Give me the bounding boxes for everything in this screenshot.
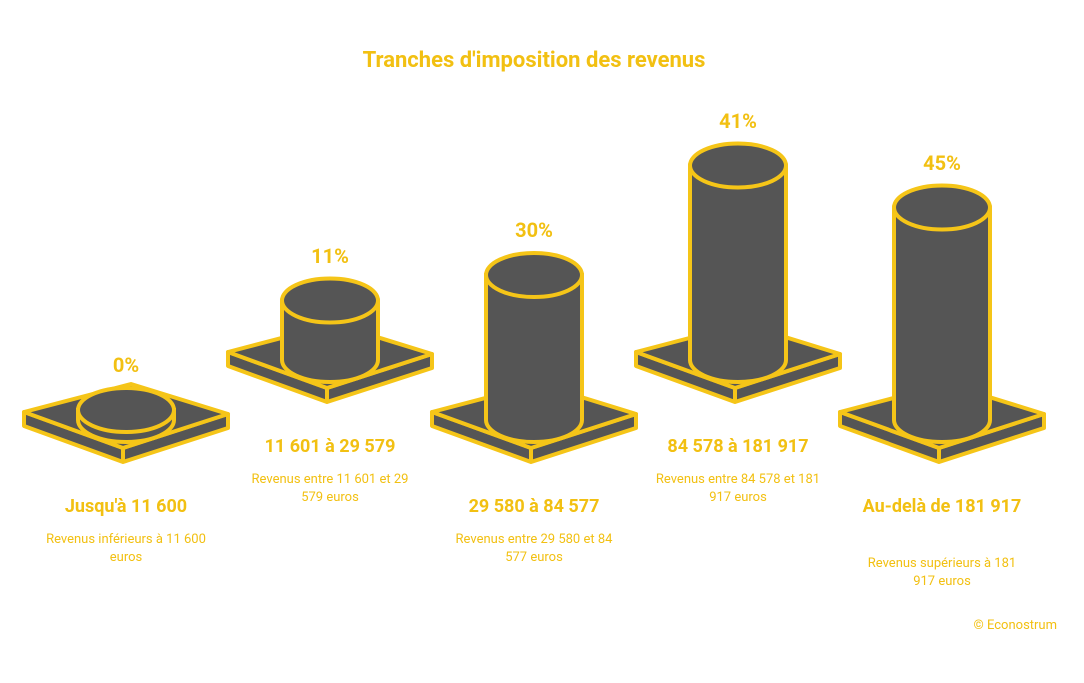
category-label: Jusqu'à 11 600 [64,496,188,517]
value-label: 41% [719,108,757,133]
description: Revenus entre 84 578 et 181 917 euros [655,472,821,505]
credit: © Econostrum [973,618,1057,633]
description: Revenus entre 11 601 et 29 579 euros [251,472,409,505]
description: Revenus inférieurs à 11 600 euros [46,532,206,565]
category-label: Au-delà de 181 917 [862,496,1022,517]
category-label: 11 601 à 29 579 [264,436,396,457]
value-label: 11% [311,243,349,268]
cylinder-top [280,276,380,325]
description: Revenus supérieurs à 181 917 euros [867,556,1017,589]
value-label: 45% [923,150,961,175]
category-label: 29 580 à 84 577 [468,496,600,517]
value-label: 30% [515,218,553,242]
cylinder-top [484,251,584,299]
cylinder-top [688,141,788,190]
cylinder-top [892,183,992,232]
value-label: 0% [112,353,140,377]
cylinder [892,205,992,444]
chart-title: Tranches d'imposition des revenus [362,48,706,73]
cylinder-top [76,386,176,434]
cylinder [688,163,788,384]
cylinder [484,273,584,444]
category-label: 84 578 à 181 917 [667,436,809,457]
description: Revenus entre 29 580 et 84 577 euros [455,532,613,565]
